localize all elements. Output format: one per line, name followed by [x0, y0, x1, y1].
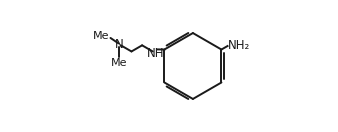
Text: NH: NH	[147, 47, 165, 60]
Text: Me: Me	[93, 31, 109, 41]
Text: NH₂: NH₂	[228, 39, 250, 51]
Text: N: N	[115, 38, 124, 51]
Text: Me: Me	[111, 58, 127, 68]
